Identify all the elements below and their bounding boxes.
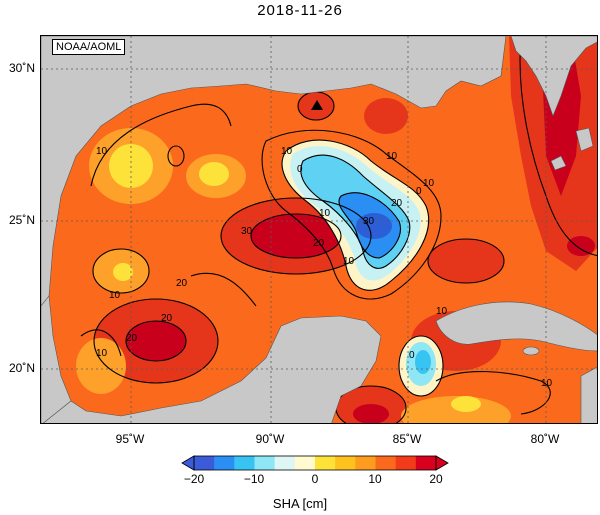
land-areas <box>41 36 597 423</box>
contour-label: 20 <box>161 313 173 324</box>
colorbar-segment <box>294 456 316 470</box>
contour-label: 20 <box>176 278 188 289</box>
contour-label: 0 <box>409 350 415 361</box>
colorbar-tick-label: 10 <box>368 472 382 486</box>
contour-label: 10 <box>423 178 435 189</box>
isle-of-youth <box>522 346 540 356</box>
lon-label-90w: 90˚W <box>255 432 285 446</box>
peak-anomaly-regions <box>126 36 595 423</box>
contour-label: 20 <box>391 198 403 209</box>
colorbar-tick-label: 0 <box>311 472 319 486</box>
colorbar-outline <box>193 455 437 471</box>
colorbar-segments <box>194 456 437 470</box>
graticule <box>41 36 597 423</box>
colorbar-segment <box>315 456 336 470</box>
contour-label: 10 <box>109 290 121 301</box>
cuba <box>435 301 597 352</box>
contour-label: 30 <box>363 216 375 227</box>
contour-label: 10 <box>386 151 398 162</box>
contour-label: 10 <box>541 378 553 389</box>
contour-label: 10 <box>96 146 108 157</box>
colorbar-title: SHA [cm] <box>272 496 328 511</box>
lon-label-80w: 80˚W <box>530 432 560 446</box>
colorbar-segment <box>335 456 356 470</box>
colorbar <box>181 455 449 471</box>
contour-label: 20 <box>126 333 138 344</box>
contour-label: 10 <box>343 256 355 267</box>
contour-label: 10 <box>281 146 293 157</box>
contour-labels: 10 10 10 0 10 20 30 20 30 10 0 10 20 20 … <box>96 146 553 389</box>
map-frame: 10 10 10 0 10 20 30 20 30 10 0 10 20 20 … <box>40 35 598 424</box>
colorbar-segment <box>375 456 397 470</box>
contour-label: 0 <box>297 164 303 175</box>
cyclonic-eddy-small <box>399 336 443 396</box>
lat-label-30n: 30˚N <box>8 61 35 75</box>
colorbar-segment <box>234 456 255 470</box>
contour-label: 20 <box>313 238 325 249</box>
bahamas-island-2 <box>550 155 567 171</box>
lon-label-85w: 85˚W <box>392 432 422 446</box>
colorbar-tick-label: −10 <box>243 472 265 486</box>
bahamas-island <box>575 127 594 152</box>
contour-label: 0 <box>416 186 422 197</box>
colorbar-segment <box>395 456 417 470</box>
lon-label-95w: 95˚W <box>115 432 145 446</box>
contour-label: 10 <box>319 208 331 219</box>
contour-label: 10 <box>436 306 448 317</box>
station-marker-icon <box>311 100 323 110</box>
colorbar-tick-label: 20 <box>429 472 443 486</box>
colorbar-max-arrow <box>435 455 449 471</box>
map-canvas: 10 10 10 0 10 20 30 20 30 10 0 10 20 20 … <box>41 36 597 423</box>
us-gulf-coast <box>41 36 507 307</box>
colorbar-tick-label: −20 <box>183 472 205 486</box>
contour-label: 30 <box>241 226 253 237</box>
florida-peninsula-north <box>510 36 597 117</box>
mexico-west-coast <box>41 295 72 423</box>
yucatan-mexico <box>43 315 382 423</box>
colorbar-segment <box>355 456 376 470</box>
credit-label: NOAA/AOML <box>52 39 126 55</box>
map-title: 2018-11-26 <box>257 2 343 19</box>
lat-label-20n: 20˚N <box>8 361 35 375</box>
colorbar-min-arrow <box>181 455 195 471</box>
contour-label: 10 <box>96 348 108 359</box>
colorbar-segment <box>194 456 215 470</box>
hispaniola-edge <box>580 366 597 423</box>
colorbar-segment <box>254 456 276 470</box>
colorbar-segment <box>274 456 296 470</box>
cyclonic-eddy-large <box>282 140 429 291</box>
lat-label-25n: 25˚N <box>8 213 35 227</box>
colorbar-segment <box>415 456 437 470</box>
colorbar-segment <box>214 456 235 470</box>
